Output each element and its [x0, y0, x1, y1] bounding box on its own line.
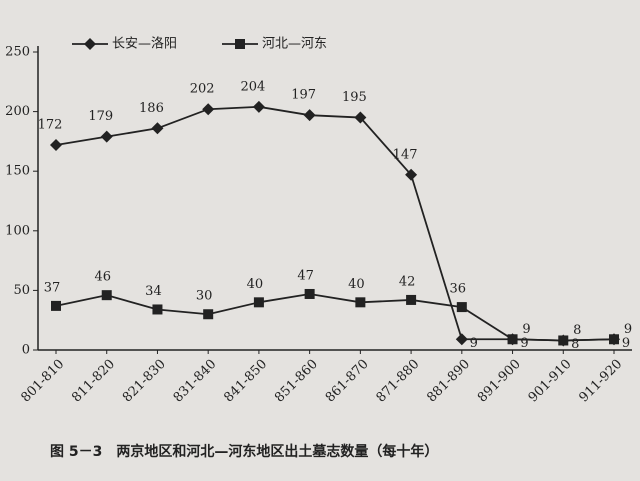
data-label: 195 — [342, 90, 367, 105]
data-label: 9 — [520, 336, 528, 351]
data-label: 147 — [393, 147, 418, 162]
data-point — [405, 168, 418, 181]
data-label: 179 — [88, 109, 113, 124]
data-point — [151, 122, 164, 135]
data-point — [252, 100, 265, 113]
x-tick-label: 861-870 — [323, 357, 372, 406]
data-label: 172 — [38, 117, 63, 132]
x-tick-label: 841-850 — [221, 357, 270, 406]
data-point — [507, 334, 518, 345]
legend-label: 长安—洛阳 — [112, 37, 177, 52]
data-label: 47 — [297, 268, 314, 283]
data-point — [101, 290, 112, 301]
legend-marker — [84, 38, 96, 50]
data-point — [354, 111, 367, 124]
x-tick-label: 811-820 — [69, 357, 118, 406]
data-label: 30 — [196, 289, 213, 304]
x-tick-label: 871-880 — [374, 357, 423, 406]
data-label: 204 — [240, 79, 265, 94]
y-tick-label: 0 — [22, 343, 30, 358]
data-point — [100, 130, 113, 143]
data-label: 8 — [571, 337, 579, 352]
data-point — [203, 309, 214, 320]
data-label: 37 — [44, 280, 61, 295]
y-tick-label: 150 — [5, 164, 30, 179]
x-tick-label: 831-840 — [171, 357, 220, 406]
data-label: 46 — [94, 270, 111, 285]
data-label: 202 — [190, 82, 215, 97]
x-tick-label: 901-910 — [526, 357, 575, 406]
legend-marker — [235, 39, 245, 49]
y-tick-label: 250 — [5, 45, 30, 60]
data-point — [202, 103, 215, 116]
data-point — [51, 300, 61, 311]
y-tick-label: 200 — [5, 104, 30, 119]
series-line — [55, 293, 615, 342]
data-label: 8 — [573, 323, 581, 338]
data-label: 9 — [624, 322, 632, 337]
x-tick-label: 881-890 — [424, 357, 473, 406]
data-label: 40 — [348, 277, 365, 292]
y-tick-label: 50 — [13, 283, 30, 298]
data-label: 42 — [399, 274, 416, 289]
data-label: 36 — [450, 282, 467, 297]
x-tick-label: 851-860 — [272, 357, 321, 406]
data-label: 9 — [470, 336, 478, 351]
data-point — [303, 109, 316, 122]
data-point — [456, 302, 467, 313]
x-tick-label: 801-810 — [18, 357, 67, 406]
data-point — [253, 297, 264, 308]
x-tick-label: 911-920 — [576, 357, 625, 406]
data-point — [152, 304, 163, 315]
x-tick-label: 821-830 — [120, 357, 169, 406]
data-point — [50, 138, 62, 151]
data-label: 40 — [247, 277, 264, 292]
data-label: 197 — [291, 88, 316, 103]
data-label: 9 — [522, 322, 530, 337]
series-line — [55, 105, 615, 342]
data-point — [355, 297, 366, 308]
data-point — [455, 333, 468, 346]
data-label: 186 — [139, 101, 164, 116]
x-tick-label: 891-900 — [475, 357, 524, 406]
data-label: 9 — [622, 336, 630, 351]
chart-caption: 图 5－3 两京地区和河北—河东地区出土墓志数量（每十年） — [50, 443, 438, 460]
data-label: 34 — [145, 284, 162, 299]
y-tick-label: 100 — [5, 223, 30, 238]
legend-label: 河北—河东 — [262, 37, 327, 52]
data-point — [304, 288, 315, 299]
data-point — [609, 334, 619, 345]
data-point — [406, 294, 417, 305]
data-point — [558, 335, 569, 346]
